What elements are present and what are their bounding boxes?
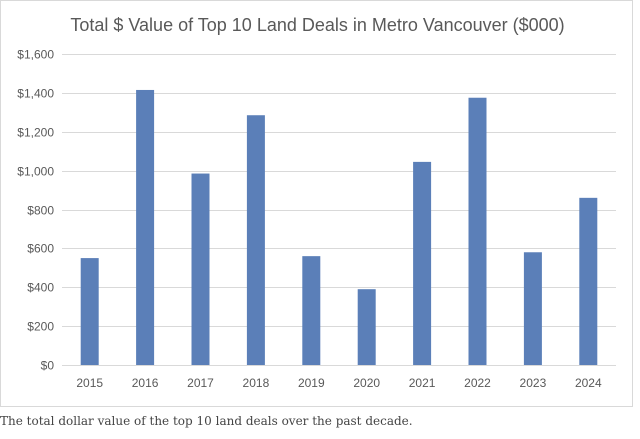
x-tick-label: 2023 [520,376,547,390]
bar [579,197,598,365]
y-tick-label: $1,600 [17,48,54,62]
bar [523,252,542,365]
y-tick-label: $0 [41,359,55,373]
y-tick-label: $400 [27,281,54,295]
x-tick-label: 2019 [298,376,325,390]
bar [246,115,265,366]
x-tick-label: 2015 [76,376,103,390]
bar [191,173,210,365]
chart-title: Total $ Value of Top 10 Land Deals in Me… [70,15,565,35]
x-tick-label: 2021 [409,376,436,390]
bar [357,289,376,365]
x-tick-label: 2020 [353,376,380,390]
y-tick-label: $1,000 [17,165,54,179]
y-tick-label: $600 [27,242,54,256]
bar [413,161,432,365]
x-tick-label: 2022 [464,376,491,390]
bar [80,258,99,365]
x-tick-label: 2017 [187,376,214,390]
x-tick-label: 2016 [132,376,159,390]
x-tick-label: 2024 [575,376,602,390]
x-tick-label: 2018 [243,376,270,390]
bar [302,256,321,365]
y-tick-label: $800 [27,204,54,218]
bar [136,89,155,365]
y-tick-label: $1,400 [17,87,54,101]
y-tick-label: $1,200 [17,126,54,140]
chart-caption: The total dollar value of the top 10 lan… [0,414,413,428]
bar-chart: $0 $200 $400 $600 $800 $1,000 $1,200 $1,400 $1,6… [17,48,616,390]
bar [468,97,487,365]
y-tick-label: $200 [27,320,54,334]
